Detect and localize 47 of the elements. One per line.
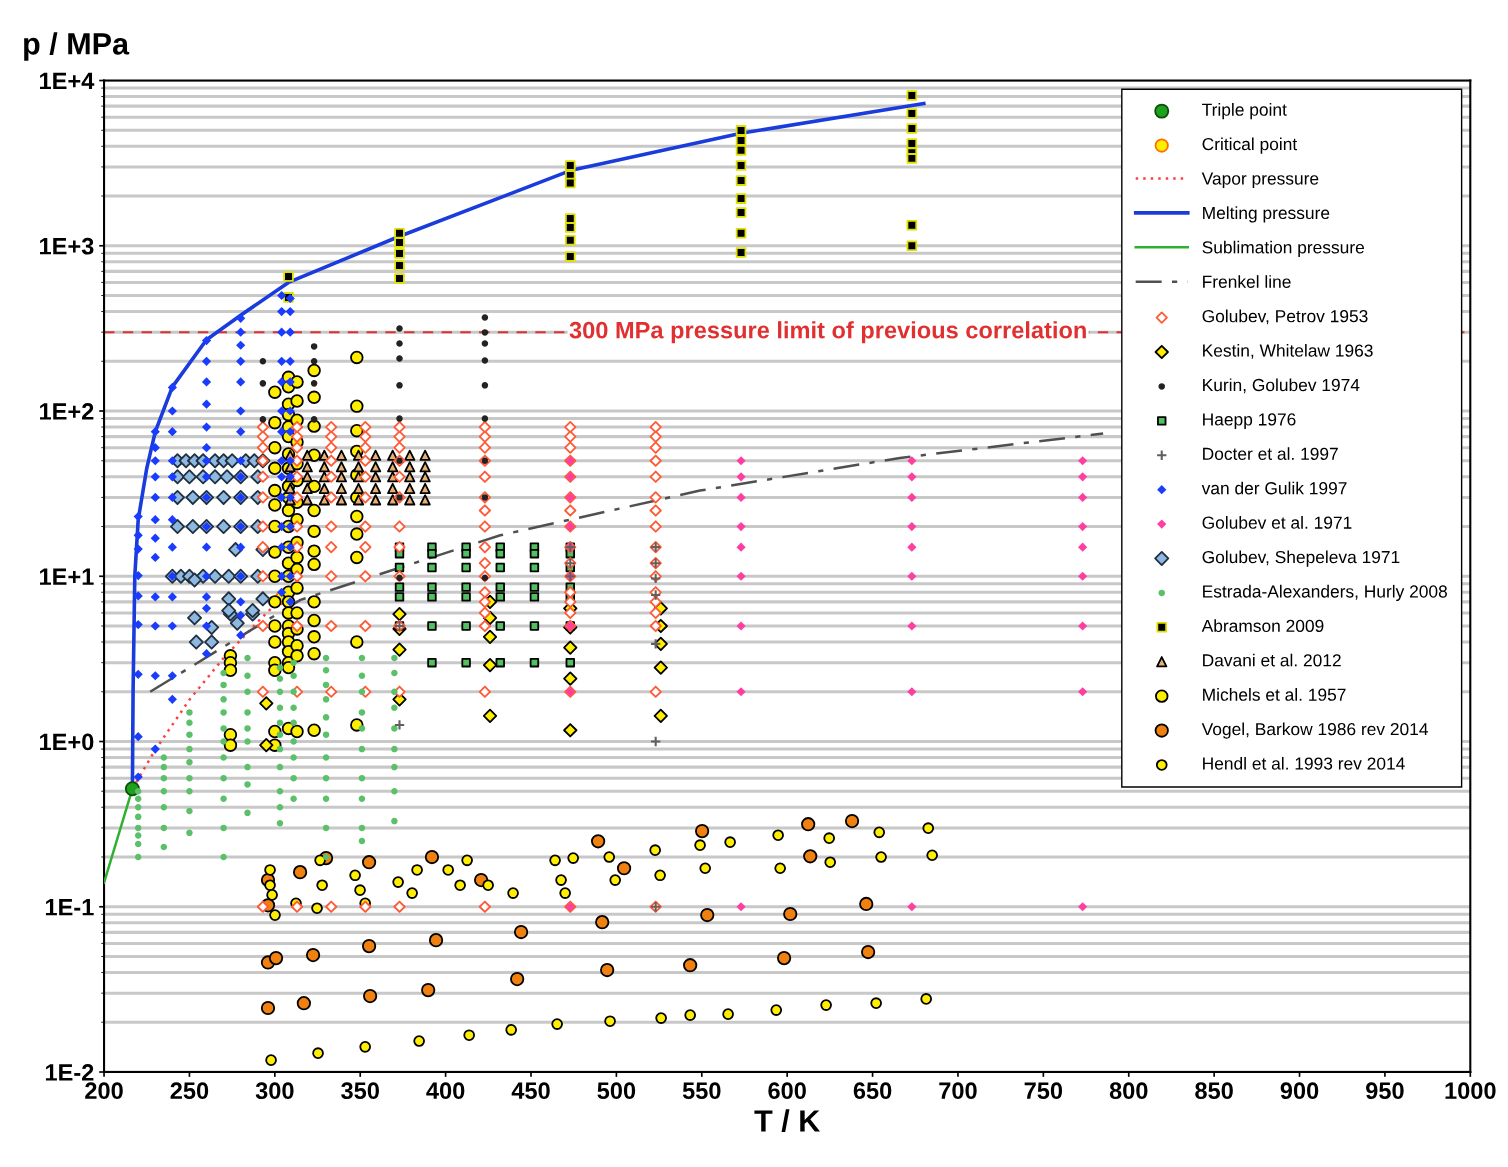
legend-label: van der Gulik 1997 xyxy=(1201,481,1347,495)
x-tick-label: 200 xyxy=(85,1082,123,1100)
x-tick-label: 600 xyxy=(768,1082,806,1100)
legend-label: Haepp 1976 xyxy=(1203,413,1296,429)
y-tick-label: 1E+0 xyxy=(40,733,94,751)
x-tick-label: 1000 xyxy=(1445,1082,1496,1100)
legend-label: Vapor pressure xyxy=(1201,172,1319,189)
y-tick-label: 1E+3 xyxy=(40,237,94,255)
legend-label: Critical point xyxy=(1202,137,1298,154)
legend-label: Michels et al. 1957 xyxy=(1203,688,1346,701)
legend-label: Vogel, Barkow 1986 rev 2014 xyxy=(1201,722,1428,739)
legend-label: Sublimation pressure xyxy=(1202,240,1364,257)
legend-label: Kurin, Golubev 1974 xyxy=(1203,378,1360,394)
legend-label: Frenkel line xyxy=(1203,275,1291,288)
x-tick-label: 450 xyxy=(511,1082,550,1100)
x-tick-label: 900 xyxy=(1280,1082,1319,1100)
y-tick-label: 1E+2 xyxy=(40,403,94,420)
y-tick-label: 1E+4 xyxy=(40,72,95,90)
legend-label: Golubev, Petrov 1953 xyxy=(1202,309,1368,325)
legend-label: Triple point xyxy=(1202,103,1287,120)
x-tick-label: 750 xyxy=(1024,1082,1063,1100)
legend-label: Hendl et al. 1993 rev 2014 xyxy=(1203,756,1405,770)
legend-label: Estrada-Alexanders, Hurly 2008 xyxy=(1203,584,1447,602)
legend-label: Golubev, Shepeleva 1971 xyxy=(1202,550,1400,567)
legend-label: Melting pressure xyxy=(1203,206,1330,223)
legend-label: Kestin, Whitelaw 1963 xyxy=(1203,343,1373,359)
y-axis-title: p / MPa xyxy=(24,32,130,61)
x-tick-label: 500 xyxy=(597,1082,636,1100)
ref-line-label: 300 MPa pressure limit of previous correlation xyxy=(569,321,1086,344)
legend-label: Docter et al. 1997 xyxy=(1203,447,1338,460)
legend-label: Abramson 2009 xyxy=(1201,619,1324,633)
x-tick-label: 700 xyxy=(939,1082,977,1100)
y-tick-label: 1E-1 xyxy=(45,899,94,916)
y-tick-label: 1E-2 xyxy=(45,1064,94,1081)
x-tick-label: 300 xyxy=(255,1082,294,1100)
y-tick-label: 1E+1 xyxy=(40,568,94,585)
x-tick-label: 800 xyxy=(1109,1082,1148,1100)
x-axis-title: T / K xyxy=(754,1109,820,1133)
x-tick-label: 400 xyxy=(426,1082,465,1100)
x-tick-label: 550 xyxy=(682,1082,721,1100)
x-tick-label: 250 xyxy=(170,1082,209,1100)
x-tick-label: 350 xyxy=(341,1082,379,1100)
x-tick-label: 850 xyxy=(1195,1082,1233,1100)
x-tick-label: 650 xyxy=(853,1082,892,1100)
legend-label: Golubev et al. 1971 xyxy=(1202,516,1352,529)
legend-label: Davani et al. 2012 xyxy=(1203,653,1341,667)
x-tick-label: 950 xyxy=(1366,1082,1404,1100)
